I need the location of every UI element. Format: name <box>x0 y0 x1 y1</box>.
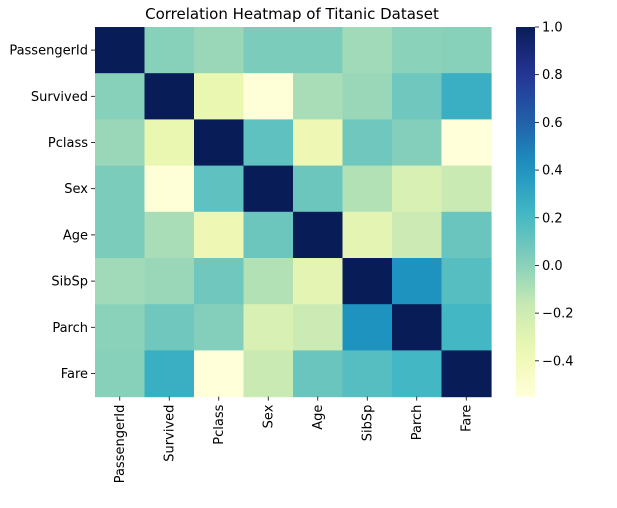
heatmap-cell <box>95 165 146 213</box>
heatmap-cell <box>243 304 294 351</box>
heatmap-cell <box>441 27 492 74</box>
column-label: Parch <box>410 405 425 441</box>
column-label: Survived <box>163 405 178 462</box>
heatmap-cell <box>293 73 344 120</box>
heatmap-cell <box>95 350 146 398</box>
heatmap-cell <box>95 73 146 120</box>
heatmap-cell <box>293 27 344 74</box>
heatmap-cell <box>95 304 146 351</box>
heatmap-cell <box>293 165 344 213</box>
column-label: SibSp <box>361 405 376 442</box>
heatmap-cell <box>392 27 443 74</box>
heatmap-cell <box>342 73 393 120</box>
colorbar-tick-label: −0.2 <box>542 307 574 322</box>
row-label: Age <box>63 228 88 243</box>
heatmap-cell <box>293 258 344 305</box>
heatmap-cell <box>392 119 443 167</box>
colorbar-tick-label: 0.6 <box>542 116 563 131</box>
heatmap-cell <box>95 27 146 74</box>
heatmap-cell <box>194 27 245 74</box>
heatmap-cell <box>144 27 195 74</box>
column-label: PassengerId <box>113 405 128 484</box>
heatmap-cell <box>342 119 393 167</box>
heatmap-cell <box>243 258 294 305</box>
heatmap-cell <box>441 350 492 398</box>
heatmap-cell <box>95 258 146 305</box>
heatmap-cell <box>392 258 443 305</box>
colorbar-tick-label: 0.8 <box>542 68 563 83</box>
heatmap-cell <box>243 27 294 74</box>
heatmap-cell <box>342 304 393 351</box>
heatmap-cell <box>243 119 294 167</box>
heatmap-cell <box>95 119 146 167</box>
colorbar-tick-label: 1.0 <box>542 21 563 36</box>
heatmap-cell <box>243 211 294 259</box>
heatmap-cell <box>441 258 492 305</box>
column-label: Pclass <box>212 404 227 444</box>
heatmap-cell <box>441 304 492 351</box>
chart-title: Correlation Heatmap of Titanic Dataset <box>145 5 439 23</box>
heatmap-cell <box>144 350 195 398</box>
colorbar-tick-label: 0.4 <box>542 164 563 179</box>
row-label: PassengerId <box>9 44 88 59</box>
heatmap-cell <box>243 165 294 213</box>
heatmap-cell <box>342 350 393 398</box>
column-label: Age <box>311 405 326 430</box>
row-label: Parch <box>52 321 88 336</box>
colorbar-tick-label: −0.4 <box>542 354 574 369</box>
heatmap-cell <box>392 211 443 259</box>
heatmap-cell <box>194 119 245 167</box>
heatmap-cell <box>243 350 294 398</box>
column-labels: PassengerId Survived Pclass Sex Age SibSp Parc… <box>113 396 475 484</box>
heatmap-cell <box>293 350 344 398</box>
colorbar-tick-label: 0.2 <box>542 211 563 226</box>
heatmap-cell <box>441 165 492 213</box>
heatmap-cells <box>95 27 492 398</box>
row-label: Survived <box>31 90 88 105</box>
heatmap-cell <box>194 258 245 305</box>
heatmap-cell <box>194 304 245 351</box>
heatmap-cell <box>144 304 195 351</box>
heatmap-cell <box>194 73 245 120</box>
heatmap-cell <box>293 119 344 167</box>
heatmap-cell <box>194 165 245 213</box>
heatmap-cell <box>342 165 393 213</box>
heatmap-cell <box>144 165 195 213</box>
heatmap-cell <box>392 165 443 213</box>
heatmap-cell <box>441 119 492 167</box>
heatmap-cell <box>441 73 492 120</box>
heatmap-cell <box>392 73 443 120</box>
heatmap-cell <box>392 350 443 398</box>
heatmap-cell <box>441 211 492 259</box>
row-labels: PassengerId Survived Pclass Sex Age SibSp Parc… <box>9 44 95 382</box>
heatmap-cell <box>342 258 393 305</box>
heatmap-cell <box>293 211 344 259</box>
row-label: Fare <box>61 367 88 382</box>
heatmap-cell <box>194 350 245 398</box>
colorbar <box>516 27 535 397</box>
heatmap-cell <box>144 73 195 120</box>
colorbar-tick-label: 0.0 <box>542 259 563 274</box>
heatmap-cell <box>144 258 195 305</box>
row-label: Sex <box>64 182 88 197</box>
heatmap-cell <box>392 304 443 351</box>
heatmap-cell <box>144 211 195 259</box>
heatmap-cell <box>342 211 393 259</box>
column-label: Sex <box>262 404 277 428</box>
heatmap-cell <box>95 211 146 259</box>
heatmap-cell <box>342 27 393 74</box>
heatmap-cell <box>194 211 245 259</box>
heatmap-cell <box>243 73 294 120</box>
heatmap-cell <box>293 304 344 351</box>
heatmap-cell <box>144 119 195 167</box>
colorbar-ticks: 1.0 0.8 0.6 0.4 0.2 0.0 −0.2 −0.4 <box>535 21 574 369</box>
row-label: Pclass <box>48 136 88 151</box>
row-label: SibSp <box>51 275 88 290</box>
column-label: Fare <box>460 405 475 432</box>
